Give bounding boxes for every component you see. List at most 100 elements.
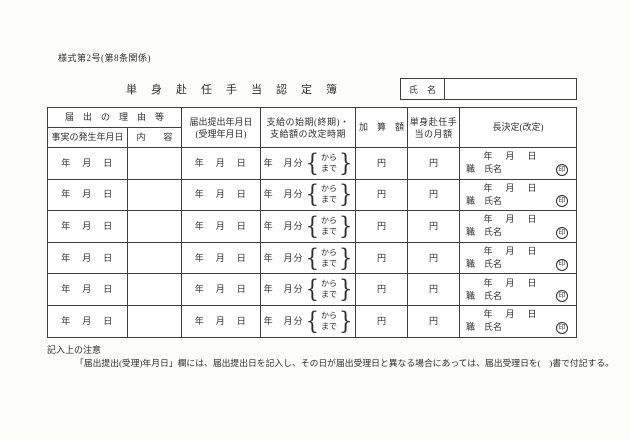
addition-amount-cell[interactable]: 円 bbox=[355, 178, 409, 212]
header-chief-decision: 長決定(改定) bbox=[459, 107, 578, 148]
decision-date: 年 月 日 bbox=[483, 277, 539, 288]
content-cell[interactable] bbox=[126, 178, 183, 212]
seal-icon: 印 bbox=[556, 195, 569, 208]
fact-date-cell[interactable]: 年 月 日 bbox=[47, 147, 128, 180]
from-label: から bbox=[321, 279, 338, 289]
payment-period-cell[interactable]: 年 月分 { から まで } bbox=[260, 210, 357, 243]
from-label: から bbox=[321, 215, 338, 225]
header-submit-date-line2: (受理年月日) bbox=[195, 128, 247, 139]
to-label: まで bbox=[321, 226, 338, 236]
seal-icon: 印 bbox=[556, 163, 569, 176]
header-reason: 届 出 の 理 由 等 bbox=[46, 107, 183, 128]
fact-date-cell[interactable]: 年 月 日 bbox=[47, 304, 128, 338]
certification-table: 届 出 の 理 由 等 届出提出年月日 (受理年月日) 支給の始期(終期)・ 支… bbox=[46, 107, 578, 338]
submit-date-cell[interactable]: 年 月 日 bbox=[181, 241, 262, 275]
table-row: 年 月 日 年 月 日 年 月分 { から まで } 円 円 年 月 日 bbox=[47, 273, 578, 306]
notes-section: 記入上の注意 「届出提出(受理)年月日」欄には、届出提出日を記入し、その日が届出… bbox=[47, 344, 614, 370]
period-label: 年 月分 bbox=[263, 189, 304, 200]
right-brace: } bbox=[339, 306, 353, 335]
period-label: 年 月分 bbox=[263, 157, 304, 168]
fact-date-cell[interactable]: 年 月 日 bbox=[47, 241, 128, 275]
header-submit-date: 届出提出年月日 (受理年月日) bbox=[181, 107, 262, 148]
seal-character: 印 bbox=[558, 228, 566, 236]
submit-date-cell[interactable]: 年 月 日 bbox=[181, 178, 262, 212]
monthly-amount-cell[interactable]: 円 bbox=[407, 210, 461, 243]
decision-signer-label: 職 氏名 bbox=[466, 164, 503, 175]
name-input[interactable] bbox=[445, 79, 576, 99]
decision-signer-label: 職 氏名 bbox=[466, 259, 503, 270]
monthly-amount-cell[interactable]: 円 bbox=[407, 273, 461, 306]
submit-date-cell[interactable]: 年 月 日 bbox=[181, 210, 262, 243]
fact-date-cell[interactable]: 年 月 日 bbox=[47, 210, 128, 243]
left-brace: { bbox=[305, 306, 320, 335]
addition-amount-cell[interactable]: 円 bbox=[355, 210, 409, 243]
decision-cell[interactable]: 年 月 日 職 氏名 印 bbox=[459, 241, 578, 275]
seal-character: 印 bbox=[558, 292, 566, 300]
period-label: 年 月分 bbox=[263, 220, 304, 231]
left-brace: { bbox=[305, 243, 320, 272]
decision-date: 年 月 日 bbox=[483, 309, 539, 320]
content-cell[interactable] bbox=[126, 304, 183, 338]
submit-date-cell[interactable]: 年 月 日 bbox=[181, 273, 262, 306]
seal-character: 印 bbox=[558, 323, 566, 331]
to-label: まで bbox=[321, 258, 338, 268]
header-payment-period: 支給の始期(終期)・ 支給額の改定時期 bbox=[260, 107, 357, 148]
table-row: 年 月 日 年 月 日 年 月分 { から まで } 円 円 年 月 日 bbox=[47, 210, 578, 243]
header-submit-date-line1: 届出提出年月日 bbox=[189, 116, 253, 127]
content-cell[interactable] bbox=[126, 273, 183, 306]
right-brace: } bbox=[339, 180, 353, 209]
table-row: 年 月 日 年 月 日 年 月分 { から まで } 円 円 年 月 日 bbox=[47, 147, 578, 180]
period-label: 年 月分 bbox=[263, 315, 304, 326]
seal-character: 印 bbox=[558, 197, 566, 205]
payment-period-cell[interactable]: 年 月分 { から まで } bbox=[260, 147, 357, 180]
header-fact-date: 事実の発生年月日 bbox=[47, 127, 128, 148]
to-label: まで bbox=[321, 290, 338, 300]
header-monthly-line2: 当の月額 bbox=[414, 128, 453, 139]
decision-cell[interactable]: 年 月 日 職 氏名 印 bbox=[459, 178, 578, 212]
fact-date-cell[interactable]: 年 月 日 bbox=[47, 273, 128, 306]
payment-period-cell[interactable]: 年 月分 { から まで } bbox=[260, 273, 357, 306]
decision-date: 年 月 日 bbox=[483, 246, 539, 257]
addition-amount-cell[interactable]: 円 bbox=[355, 273, 409, 306]
monthly-amount-cell[interactable]: 円 bbox=[407, 304, 461, 338]
seal-icon: 印 bbox=[556, 321, 569, 334]
content-cell[interactable] bbox=[126, 210, 183, 243]
from-label: から bbox=[321, 310, 338, 320]
addition-amount-cell[interactable]: 円 bbox=[355, 304, 409, 338]
to-label: まで bbox=[321, 321, 338, 331]
decision-cell[interactable]: 年 月 日 職 氏名 印 bbox=[459, 210, 578, 243]
decision-date: 年 月 日 bbox=[483, 182, 539, 193]
header-payment-line1: 支給の始期(終期)・ bbox=[266, 116, 350, 127]
monthly-amount-cell[interactable]: 円 bbox=[407, 178, 461, 212]
decision-date: 年 月 日 bbox=[483, 214, 539, 225]
content-cell[interactable] bbox=[126, 147, 183, 180]
addition-amount-cell[interactable]: 円 bbox=[355, 147, 409, 180]
addition-amount-cell[interactable]: 円 bbox=[355, 241, 409, 275]
left-brace: { bbox=[305, 275, 320, 303]
name-label: 氏 名 bbox=[401, 79, 445, 99]
decision-cell[interactable]: 年 月 日 職 氏名 印 bbox=[459, 147, 578, 180]
seal-icon: 印 bbox=[556, 290, 569, 303]
fact-date-cell[interactable]: 年 月 日 bbox=[47, 178, 128, 212]
payment-period-cell[interactable]: 年 月分 { から まで } bbox=[260, 178, 357, 212]
right-brace: } bbox=[339, 275, 353, 303]
seal-icon: 印 bbox=[556, 226, 569, 239]
period-label: 年 月分 bbox=[263, 252, 304, 263]
monthly-amount-cell[interactable]: 円 bbox=[407, 241, 461, 275]
payment-period-cell[interactable]: 年 月分 { から まで } bbox=[260, 304, 357, 338]
form-number: 様式第2号(第8条関係) bbox=[58, 53, 151, 63]
payment-period-cell[interactable]: 年 月分 { から まで } bbox=[260, 241, 357, 275]
decision-cell[interactable]: 年 月 日 職 氏名 印 bbox=[459, 273, 578, 306]
submit-date-cell[interactable]: 年 月 日 bbox=[181, 147, 262, 180]
page-title: 単 身 赴 任 手 当 認 定 簿 bbox=[126, 84, 339, 96]
to-label: まで bbox=[321, 163, 338, 173]
header-monthly-line1: 単身赴任手 bbox=[409, 116, 458, 127]
right-brace: } bbox=[339, 148, 353, 177]
submit-date-cell[interactable]: 年 月 日 bbox=[181, 304, 262, 338]
from-label: から bbox=[321, 152, 338, 162]
notes-title: 記入上の注意 bbox=[47, 345, 102, 355]
left-brace: { bbox=[305, 148, 320, 177]
content-cell[interactable] bbox=[126, 241, 183, 275]
decision-cell[interactable]: 年 月 日 職 氏名 印 bbox=[459, 304, 578, 338]
monthly-amount-cell[interactable]: 円 bbox=[407, 147, 461, 180]
